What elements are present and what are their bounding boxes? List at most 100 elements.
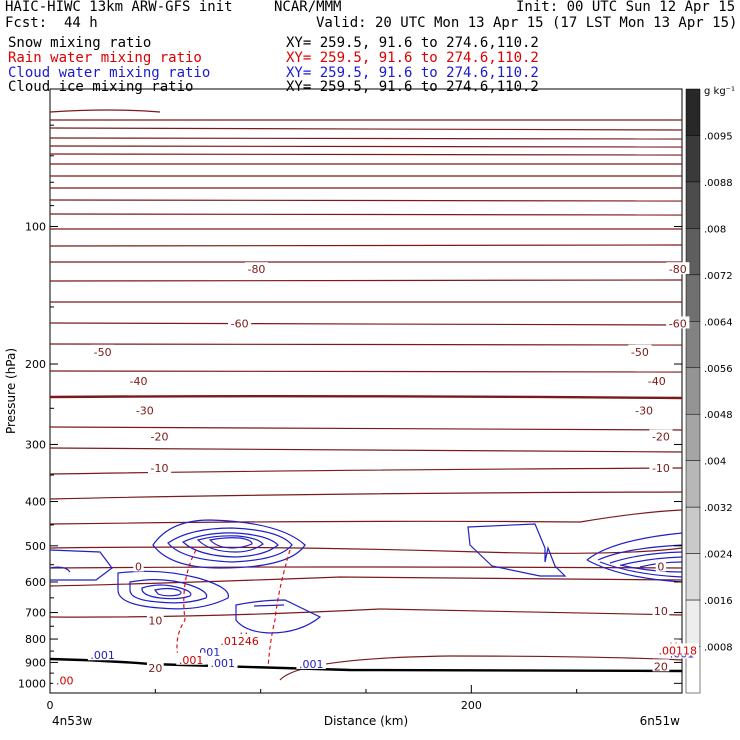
rain-label: .001 [179, 654, 204, 667]
y-tick-label: 1000 [18, 677, 46, 690]
colorbar-swatch [685, 274, 701, 322]
temperature-contour-label-bg [655, 559, 667, 572]
rain-label-bg [656, 643, 699, 656]
cloud-water-label: .001 [299, 658, 324, 671]
temperature-contour-label: -20 [652, 430, 670, 443]
cloud-water-label: .001 [210, 657, 235, 670]
cloud-water-label-bg [87, 648, 118, 661]
temperature-contour-label-bg [146, 613, 164, 626]
field-xy-cloud-ice: XY= 259.5, 91.6 to 274.6,110.2 [286, 79, 539, 95]
temperature-contour-label-bg [147, 461, 172, 474]
rain-label: .01246 [220, 635, 259, 648]
colorbar-label: .004 [704, 457, 726, 468]
temperature-contour-label: 10 [148, 614, 162, 627]
terrain-line [49, 657, 683, 673]
rain-label-bg [53, 673, 77, 686]
valid-time: Valid: 20 UTC Mon 13 Apr 15 (17 LST Mon … [316, 15, 738, 31]
temperature-contour-label: -10 [652, 462, 670, 475]
temperature-contour-label: -30 [136, 405, 154, 418]
colorbar-label: .0016 [704, 596, 733, 607]
model-title: HAIC-HIWC 13km ARW-GFS init [5, 0, 233, 15]
temperature-contour-label: -10 [151, 462, 169, 475]
x-axis: 0 200 [47, 685, 578, 712]
plot-frame [49, 88, 683, 694]
rain-label: .00118 [659, 644, 698, 657]
colorbar-label: .0095 [704, 131, 733, 142]
temperature-contour-label: 0 [135, 561, 142, 574]
temperature-contour-label-bg [147, 429, 172, 442]
colorbar-swatch [685, 599, 701, 647]
temperature-contour-label: -40 [129, 375, 147, 388]
x-tick-label: 0 [47, 699, 54, 712]
colorbar-label: .0032 [704, 503, 733, 514]
y-tick-label: 900 [25, 656, 46, 669]
temperature-contour-label-bg [652, 659, 670, 672]
y-tick-label: 200 [25, 358, 46, 371]
temperature-contour-label-bg [666, 262, 690, 275]
x-axis-label: Distance (km) [324, 714, 408, 728]
temperature-contour-label-bg [228, 316, 252, 329]
colorbar-label: .0056 [704, 364, 733, 375]
y-tick-label: 400 [25, 496, 46, 509]
colorbar-swatch [685, 367, 701, 415]
temperature-contours [49, 109, 683, 681]
y-tick-label: 600 [25, 576, 46, 589]
left-endpoint: 4n53w [52, 714, 93, 728]
colorbar-label: .0064 [704, 317, 733, 328]
colorbar-label: .0024 [704, 550, 733, 561]
temperature-contour-label-bg [133, 403, 157, 416]
temperature-contour-label: 10 [654, 605, 668, 618]
y-tick-label: 700 [25, 607, 46, 620]
temperature-contour-label: -50 [94, 346, 112, 359]
colorbar-swatch [685, 135, 701, 183]
colorbar-swatch [685, 181, 701, 229]
temperature-contour-label-bg [645, 374, 669, 387]
temperature-contour-label-bg [126, 374, 151, 387]
temperature-contour-label: 20 [654, 660, 668, 673]
temperature-contour-label-bg [628, 344, 652, 357]
rain-label-bg [176, 652, 206, 665]
temperature-contour-label: -60 [231, 317, 249, 330]
temperature-contour-label: -50 [631, 346, 649, 359]
y-tick-label: 300 [25, 438, 46, 451]
cloud-water-label-bg [296, 656, 327, 669]
temperature-contour-label-bg [146, 660, 164, 673]
contour-labels: -80 -80 -60 -60 -50 -50 -40 -40 -30 -30 -20 -20 -10 -… [53, 262, 699, 688]
rain-label: .00 [56, 675, 74, 688]
cloud-water-label-bg [207, 655, 238, 668]
colorbar-swatch [685, 506, 701, 554]
field-name-cloud-ice: Cloud ice mixing ratio [8, 79, 194, 95]
colorbar-label: .008 [704, 224, 726, 235]
temperature-contour-label: -40 [648, 375, 666, 388]
temperature-contour-label-bg [649, 461, 673, 474]
fcst-value: 44 h [64, 15, 98, 31]
fcst-label: Fcst: [5, 15, 48, 31]
temperature-contour-label-bg [666, 316, 690, 329]
temperature-contour-label-bg [632, 403, 656, 416]
colorbar-label: .0088 [704, 178, 733, 189]
temperature-contour-label: -60 [669, 317, 687, 330]
colorbar-swatch [685, 460, 701, 508]
field-name-snow: Snow mixing ratio [8, 35, 152, 51]
temperature-contour-label-bg [133, 559, 144, 572]
cloud-water-contours [49, 519, 683, 634]
field-xy-rain: XY= 259.5, 91.6 to 274.6,110.2 [286, 50, 539, 66]
x-tick-label: 200 [461, 699, 482, 712]
y-axis-label: Pressure (hPa) [4, 348, 18, 434]
colorbar-unit: g kg⁻¹ [704, 86, 735, 97]
colorbar: .0095 .0088 .008 .0072 .0064 .0056 .0048 .004 .0… [685, 88, 733, 694]
temperature-contour-label: -80 [247, 263, 265, 276]
right-endpoint: 6n51w [640, 714, 681, 728]
y-tick-label: 800 [25, 633, 46, 646]
y-tick-label: 500 [25, 540, 46, 553]
temperature-contour-label: -20 [151, 430, 169, 443]
org-label: NCAR/MMM [274, 0, 342, 15]
colorbar-swatch [685, 553, 701, 601]
temperature-contour-label: -30 [635, 405, 653, 418]
rain-label-bg [218, 634, 261, 647]
temperature-contour-label-bg [652, 604, 670, 617]
cloud-water-label: .001 [90, 649, 115, 662]
temperature-contour-label: -80 [669, 263, 687, 276]
y-tick-label: 100 [25, 221, 46, 234]
